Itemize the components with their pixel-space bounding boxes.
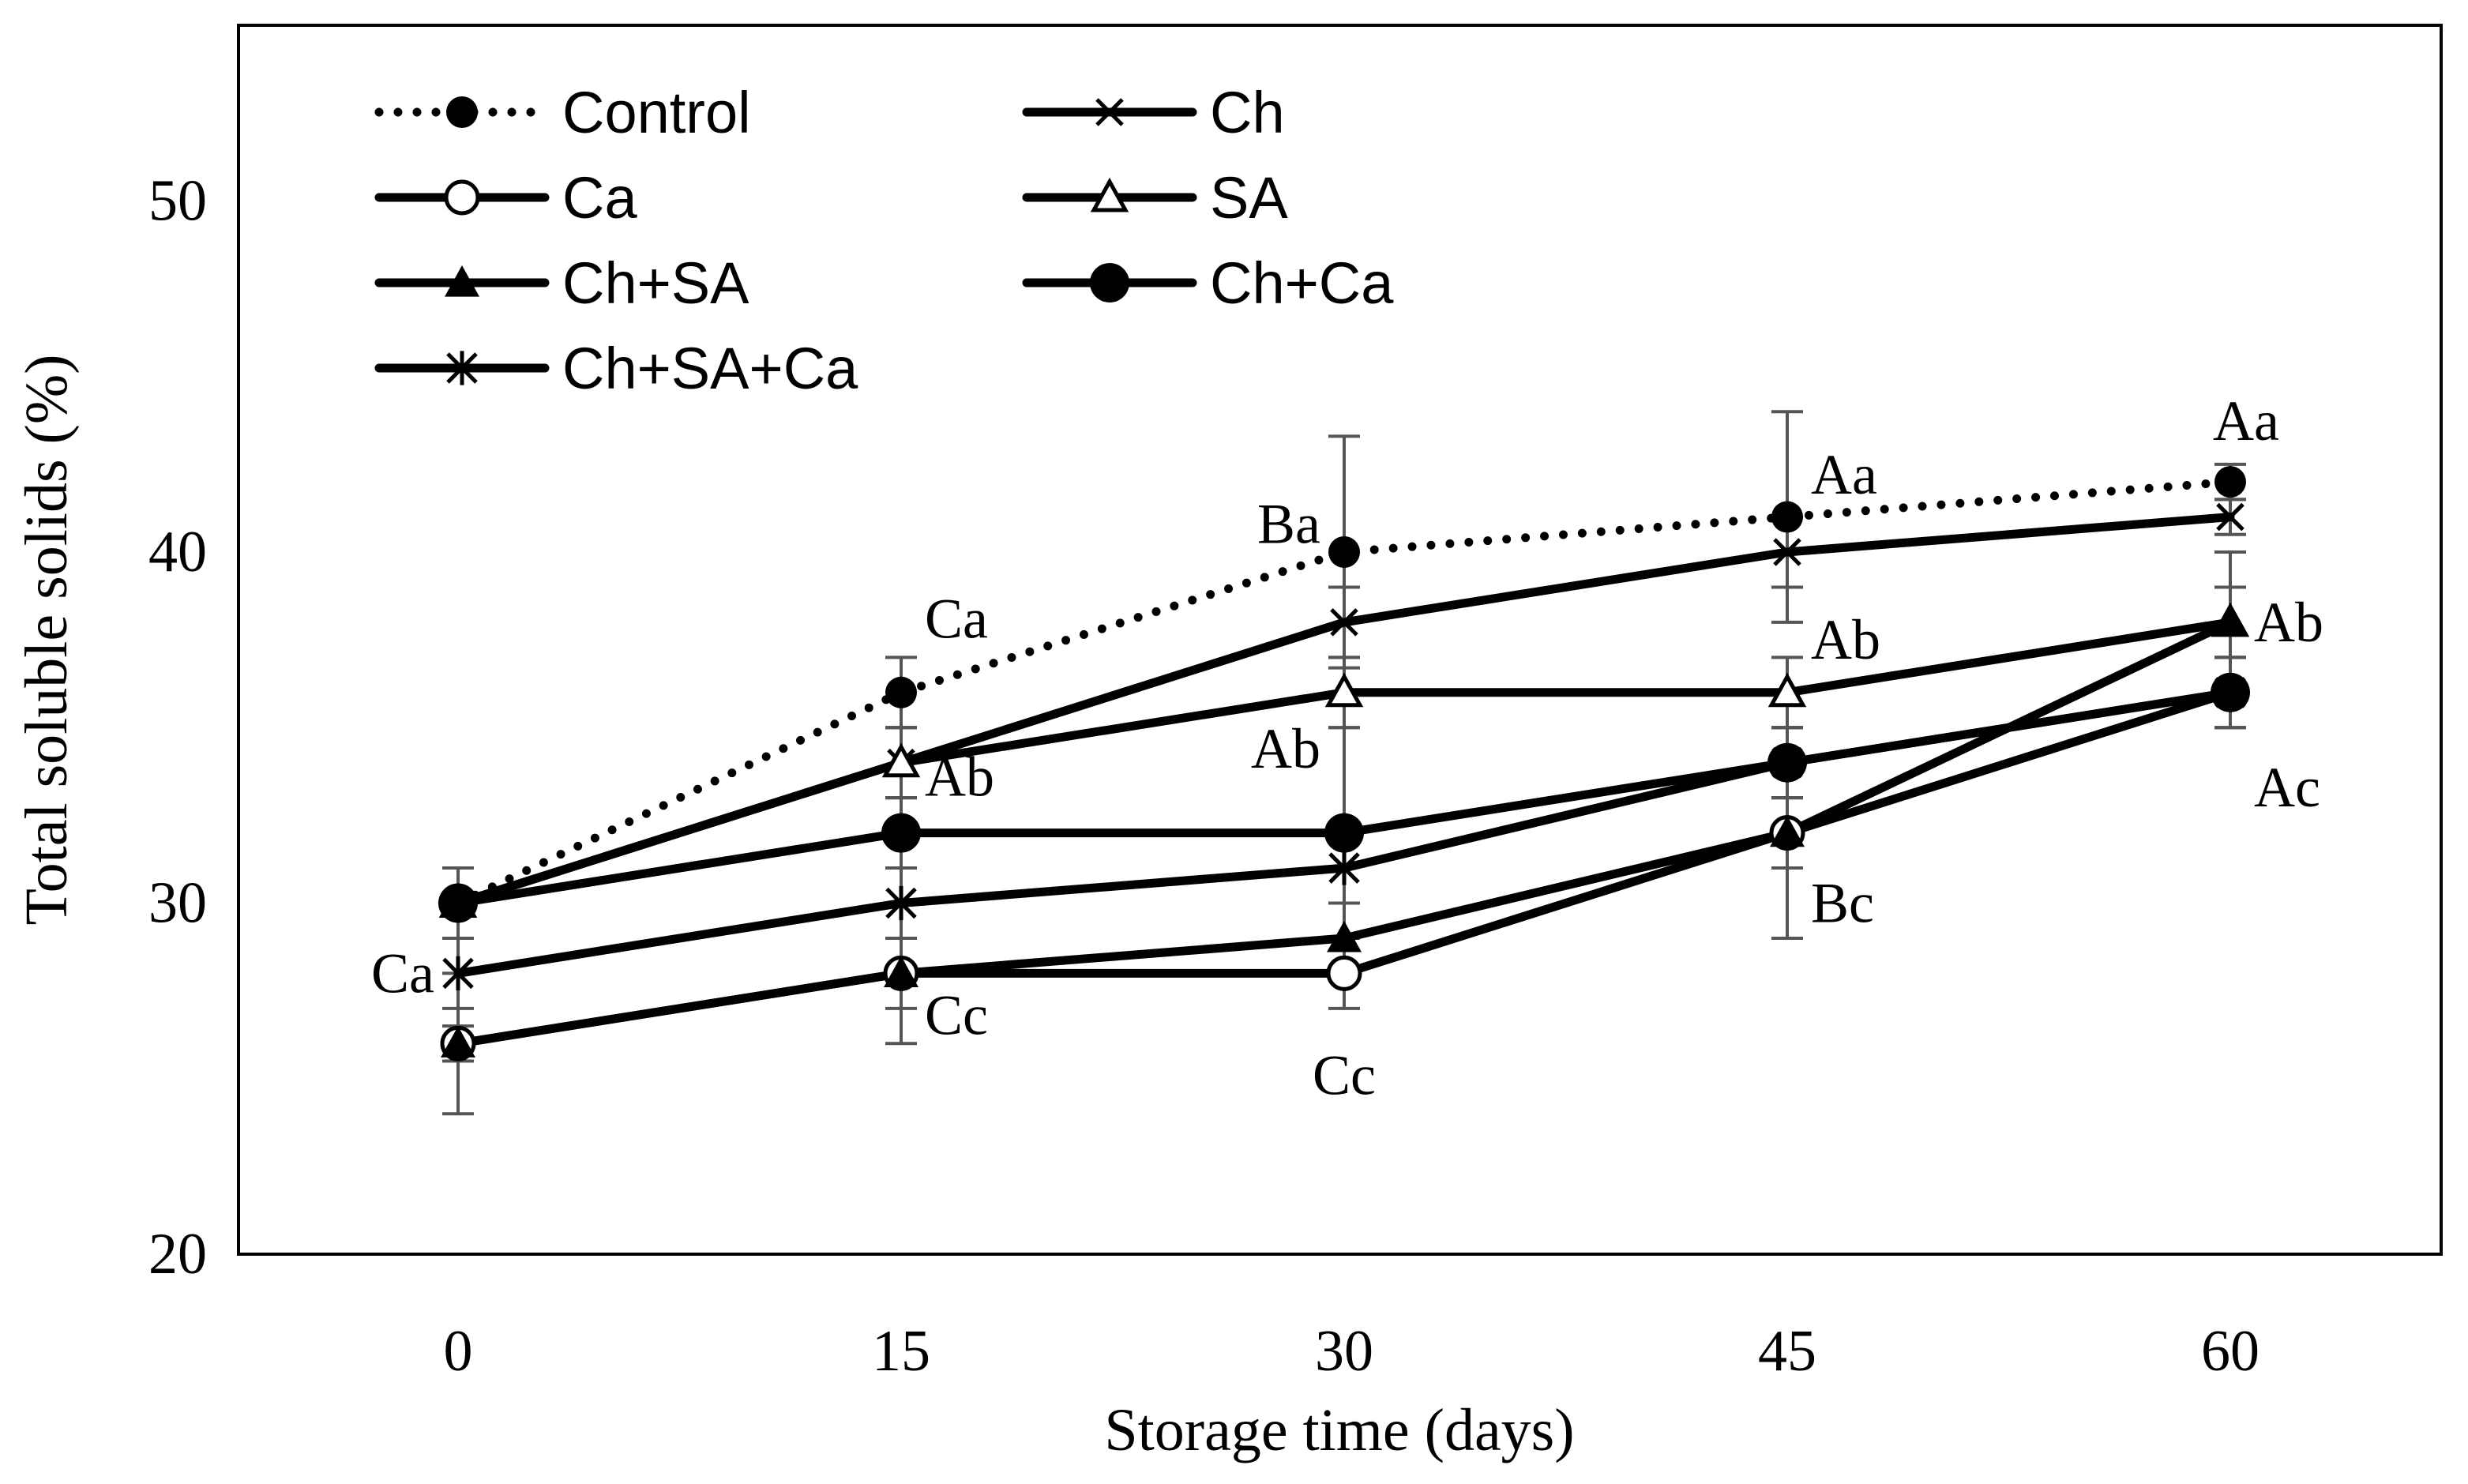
marker-asterisk (1771, 746, 1803, 780)
annotation-label: Ab (2254, 591, 2323, 654)
marker-triangle-filled (441, 1026, 475, 1058)
x-tick-label: 0 (444, 1319, 473, 1384)
x-axis-title: Storage time (days) (1104, 1397, 1574, 1463)
x-tick-label: 30 (1315, 1319, 1373, 1384)
legend-label: Control (562, 80, 751, 145)
marker-circle-large (881, 813, 921, 853)
marker-x (1773, 538, 1801, 566)
marker-asterisk (442, 956, 474, 990)
marker-triangle-open (881, 742, 921, 778)
y-tick-label: 50 (148, 169, 207, 234)
annotation-label: Ab (1811, 608, 1880, 671)
marker-triangle-filled (1327, 920, 1362, 952)
legend-label: Ca (562, 165, 637, 231)
y-axis-ticks: 20 30 40 50 (148, 169, 207, 1287)
legend-label: Ch+Ca (1210, 250, 1394, 316)
marker-triangle-filled (1770, 815, 1805, 847)
x-tick-label: 15 (872, 1319, 930, 1384)
marker-asterisk (2214, 675, 2246, 710)
legend-label: SA (1210, 165, 1288, 231)
marker-asterisk (885, 885, 917, 921)
y-tick-label: 40 (148, 520, 207, 584)
legend: Control Ch Ca SA Ch+SA Ch+Ca Ch+SA+Ca (374, 80, 1394, 401)
marker-triangle-open (1324, 672, 1364, 708)
annotation-label: Ba (1257, 492, 1320, 555)
marker-asterisk (446, 351, 478, 385)
annotation-label: Ca (371, 941, 434, 1005)
marker-circle-small (885, 676, 917, 708)
marker-triangle-open (1767, 672, 1807, 708)
marker-circle-large (1090, 263, 1129, 302)
marker-triangle-open (1090, 177, 1129, 212)
marker-x (1330, 608, 1358, 637)
marker-x (2216, 502, 2244, 532)
plot-area-border (237, 24, 2443, 1256)
marker-triangle-filled (884, 956, 918, 987)
x-tick-label: 45 (1758, 1319, 1816, 1384)
series-markers (438, 466, 2250, 1061)
x-axis-ticks: 0 15 30 45 60 (444, 1319, 2260, 1384)
significance-annotations: Ca Ca Ab Cc Ba Ab Cc Aa Ab Bc Aa Ab Ac (371, 389, 2323, 1107)
y-tick-label: 20 (148, 1222, 207, 1287)
annotation-label: Bc (1811, 872, 1874, 935)
marker-triangle-filled (445, 265, 479, 297)
annotation-label: Cc (1313, 1044, 1376, 1107)
marker-circle-small (446, 96, 478, 128)
marker-circle-small (1771, 501, 1803, 533)
marker-triangle-filled (2213, 604, 2248, 637)
annotation-label: Ab (1251, 717, 1320, 780)
x-tick-label: 60 (2201, 1319, 2260, 1384)
marker-circle-large (438, 883, 478, 923)
legend-label: Ch+SA+Ca (562, 336, 858, 401)
annotation-label: Aa (1811, 443, 1877, 506)
legend-label: Ch+SA (562, 250, 749, 316)
annotation-label: Ac (2254, 756, 2320, 819)
marker-asterisk (1328, 851, 1360, 885)
annotation-label: Cc (925, 984, 988, 1047)
marker-x (1095, 98, 1124, 126)
legend-label: Ch (1210, 80, 1285, 145)
y-tick-label: 30 (148, 871, 207, 936)
marker-circle-open (444, 179, 480, 216)
y-axis-title: Total soluble solids (%) (13, 355, 80, 926)
annotation-label: Ab (925, 745, 994, 808)
annotation-label: Aa (2213, 389, 2279, 453)
marker-circle-open (1326, 955, 1362, 991)
marker-circle-small (1328, 536, 1360, 568)
marker-circle-small (2214, 466, 2246, 498)
marker-circle-large (1324, 813, 1364, 853)
annotation-label: Ca (925, 587, 988, 650)
